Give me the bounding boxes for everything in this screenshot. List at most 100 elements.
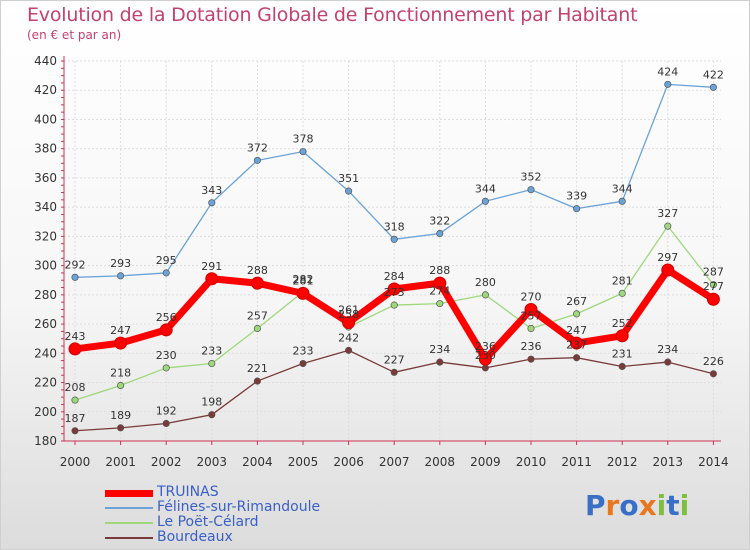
x-tick-label: 2013 xyxy=(653,455,684,469)
data-label: 261 xyxy=(338,304,359,317)
x-tick-label: 2009 xyxy=(470,455,501,469)
data-point xyxy=(709,370,717,378)
data-label: 258 xyxy=(338,308,359,321)
data-label: 274 xyxy=(429,285,450,298)
data-point xyxy=(573,205,581,213)
data-label: 231 xyxy=(612,347,633,360)
x-tick-label: 2012 xyxy=(607,455,638,469)
data-point xyxy=(664,80,672,88)
data-point xyxy=(345,187,353,195)
legend-label: Bourdeaux xyxy=(157,529,233,545)
data-point xyxy=(436,300,444,308)
data-label: 281 xyxy=(293,274,314,287)
data-label: 198 xyxy=(201,396,222,409)
data-label: 322 xyxy=(429,214,450,227)
data-point xyxy=(117,381,125,390)
data-point xyxy=(299,359,307,368)
data-label: 281 xyxy=(612,274,633,287)
data-label: 233 xyxy=(293,345,314,358)
data-label: 267 xyxy=(566,295,587,308)
data-point xyxy=(342,316,356,330)
data-label: 230 xyxy=(475,349,496,362)
data-point xyxy=(205,272,219,286)
data-point xyxy=(390,235,398,243)
data-label: 343 xyxy=(201,184,222,197)
data-label: 287 xyxy=(703,266,724,279)
data-label: 234 xyxy=(429,343,450,356)
data-label: 327 xyxy=(657,207,678,220)
x-tick-label: 2004 xyxy=(242,455,273,469)
x-tick-label: 2010 xyxy=(516,455,547,469)
data-label: 243 xyxy=(65,330,86,343)
data-point xyxy=(664,358,672,366)
y-tick-label: 260 xyxy=(34,317,57,331)
y-tick-label: 280 xyxy=(34,288,57,302)
data-label: 372 xyxy=(247,141,268,154)
y-tick-label: 360 xyxy=(34,171,57,185)
logo-letter: P xyxy=(585,489,606,522)
data-point xyxy=(436,358,444,366)
data-label: 297 xyxy=(657,251,678,264)
y-tick-label: 300 xyxy=(34,259,57,273)
data-point xyxy=(709,83,717,91)
data-point xyxy=(615,329,629,343)
y-tick-label: 240 xyxy=(34,346,57,360)
data-point xyxy=(481,197,489,205)
legend-swatch xyxy=(105,507,153,509)
y-tick-label: 400 xyxy=(34,112,57,126)
data-point xyxy=(345,346,353,354)
data-point xyxy=(664,222,672,230)
y-tick-label: 420 xyxy=(34,83,57,97)
data-point xyxy=(709,281,717,289)
data-point xyxy=(390,368,398,376)
data-label: 192 xyxy=(156,404,177,417)
y-tick-label: 380 xyxy=(34,142,57,156)
data-label: 226 xyxy=(703,355,724,368)
data-point xyxy=(481,364,489,372)
data-point xyxy=(250,276,264,290)
data-point xyxy=(618,362,626,371)
data-point xyxy=(71,427,79,435)
data-label: 378 xyxy=(293,133,314,146)
legend-swatch xyxy=(105,489,153,497)
data-label: 280 xyxy=(475,276,496,289)
y-tick-label: 180 xyxy=(34,434,57,448)
logo-letter: i xyxy=(679,489,690,522)
data-point xyxy=(299,148,307,156)
logo-letter: t xyxy=(666,489,680,522)
data-label: 288 xyxy=(247,264,268,277)
data-point xyxy=(162,364,170,372)
x-tick-label: 2005 xyxy=(288,455,319,469)
data-point xyxy=(524,302,538,316)
data-label: 227 xyxy=(384,353,405,366)
data-point xyxy=(527,324,535,333)
data-label: 424 xyxy=(657,65,678,78)
data-point xyxy=(481,291,489,299)
data-point xyxy=(390,301,398,309)
data-label: 230 xyxy=(156,349,177,362)
data-point xyxy=(478,352,492,366)
x-tick-label: 2006 xyxy=(333,455,364,469)
data-label: 247 xyxy=(566,324,587,337)
data-point xyxy=(433,276,447,290)
data-point xyxy=(618,289,626,297)
legend-swatch xyxy=(105,537,153,539)
chart-subtitle: (en € et par an) xyxy=(27,28,122,42)
data-point xyxy=(253,156,261,164)
data-label: 252 xyxy=(612,317,633,330)
y-tick-label: 320 xyxy=(34,229,57,243)
data-point xyxy=(661,263,675,277)
legend-swatch xyxy=(105,522,153,524)
data-label: 344 xyxy=(612,182,633,195)
legend-label: Le Poët-Célard xyxy=(157,514,259,530)
data-label: 292 xyxy=(65,258,86,271)
y-tick-label: 220 xyxy=(34,376,57,390)
data-label: 318 xyxy=(384,220,405,233)
data-label: 291 xyxy=(201,260,222,273)
data-label: 247 xyxy=(110,324,131,337)
data-point xyxy=(162,269,170,277)
data-label: 295 xyxy=(156,254,177,267)
x-tick-label: 2001 xyxy=(105,455,136,469)
data-point xyxy=(706,292,720,306)
